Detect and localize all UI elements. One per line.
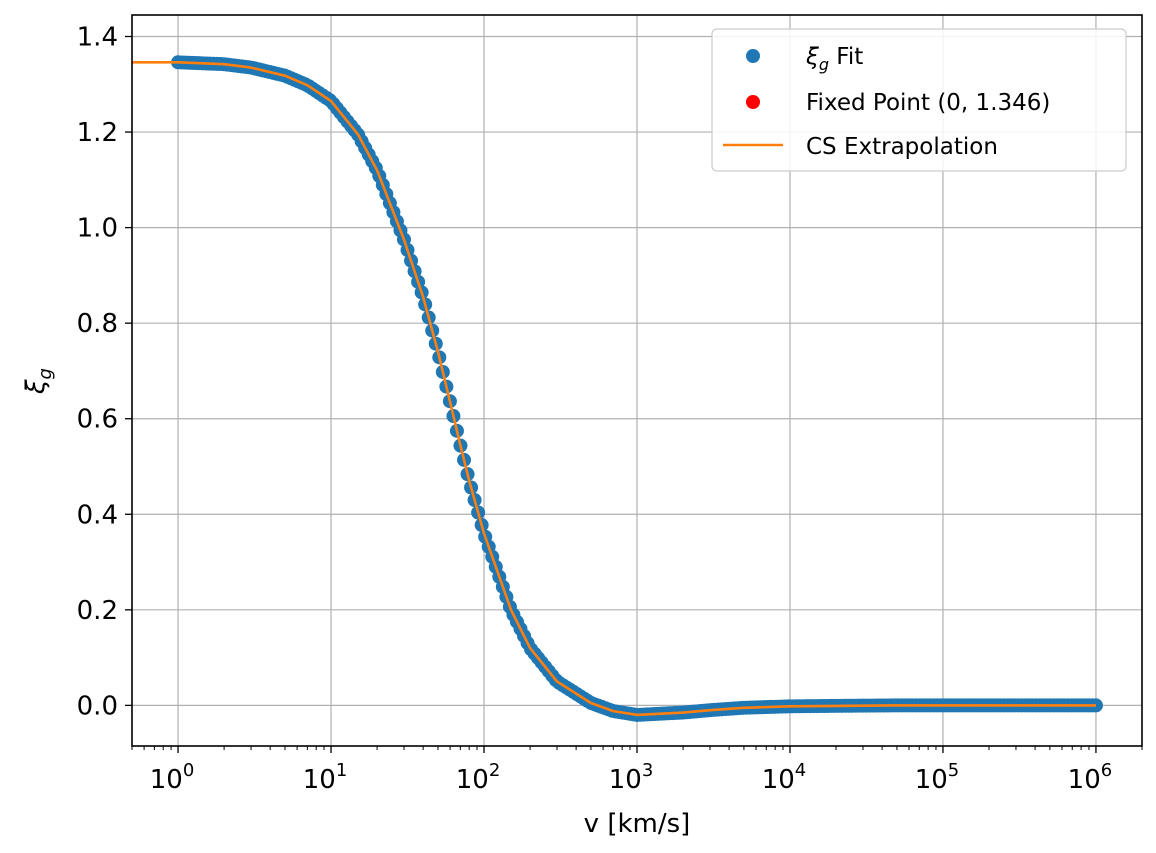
tick-labels: 100 101 102 103 104 105 106 0.0 0.2 0.4 0.6 0.8 1.0 1… xyxy=(77,23,1113,796)
fit-point xyxy=(1088,698,1103,713)
x-tick-label: 102 xyxy=(456,760,501,795)
legend-label-extrapolation: CS Extrapolation xyxy=(806,134,998,160)
x-tick-label: 105 xyxy=(915,760,960,795)
x-tick-label: 104 xyxy=(762,760,807,795)
y-tick-label: 0.6 xyxy=(77,405,118,435)
legend-marker-fit xyxy=(746,49,760,63)
y-tick-label: 0.2 xyxy=(77,596,118,626)
y-axis-label: ξg xyxy=(21,368,56,395)
legend: ξg Fit Fixed Point (0, 1.346) CS Extrapo… xyxy=(711,28,1127,172)
x-tick-label: 101 xyxy=(303,760,348,795)
y-tick-label: 0.4 xyxy=(77,500,118,530)
axis-ticks xyxy=(125,35,1097,753)
legend-label-fixed-point: Fixed Point (0, 1.346) xyxy=(806,90,1050,116)
x-axis-label: v [km/s] xyxy=(584,809,691,839)
legend-marker-fixed-point xyxy=(746,95,760,109)
legend-label-fit: ξg Fit xyxy=(805,44,863,74)
y-tick-label: 1.4 xyxy=(77,23,118,53)
x-tick-label: 103 xyxy=(609,760,654,795)
legend-box xyxy=(711,28,1127,172)
x-tick-label: 100 xyxy=(150,760,195,795)
series-extrapolation-line xyxy=(132,61,1096,717)
y-tick-label: 1.0 xyxy=(77,214,118,244)
y-tick-label: 0.0 xyxy=(77,691,118,721)
y-tick-label: 0.8 xyxy=(77,309,118,339)
x-tick-label: 106 xyxy=(1068,760,1113,795)
plot-area xyxy=(132,55,1103,722)
y-tick-label: 1.2 xyxy=(77,118,118,148)
